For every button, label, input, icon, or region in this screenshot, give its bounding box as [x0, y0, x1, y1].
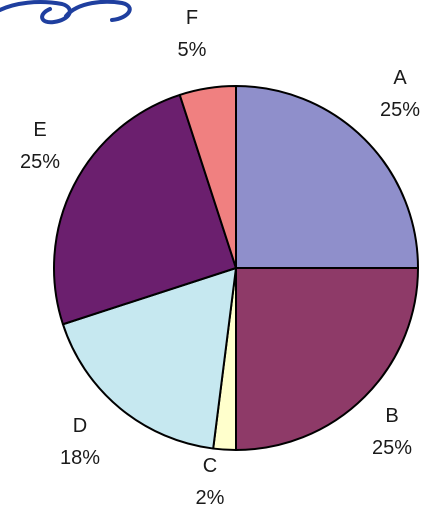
slice-value-label-f: 5% [178, 39, 207, 61]
swash-icon [0, 0, 132, 25]
pie-labels: A 25% B 25% C 2% D 18% E 25% F 5% [20, 7, 420, 509]
slice-value-label-d: 18% [60, 447, 100, 469]
slice-label-a: A [393, 67, 407, 89]
slice-value-label-a: 25% [380, 99, 420, 121]
slice-value-label-e: 25% [20, 151, 60, 173]
pie-slice-e [53, 93, 237, 326]
pie-slice-f [178, 85, 237, 269]
slice-value-label-c: 2% [196, 487, 225, 509]
pie-slice-a [235, 85, 419, 269]
pie-slice-b [235, 267, 419, 451]
slice-label-d: D [73, 415, 87, 437]
slice-label-c: C [203, 455, 217, 477]
slice-label-e: E [33, 119, 46, 141]
slice-label-f: F [186, 7, 198, 29]
slice-label-b: B [385, 405, 398, 427]
pie-slice-d [61, 267, 237, 450]
pie-slices [53, 85, 419, 451]
slice-value-label-b: 25% [372, 437, 412, 459]
